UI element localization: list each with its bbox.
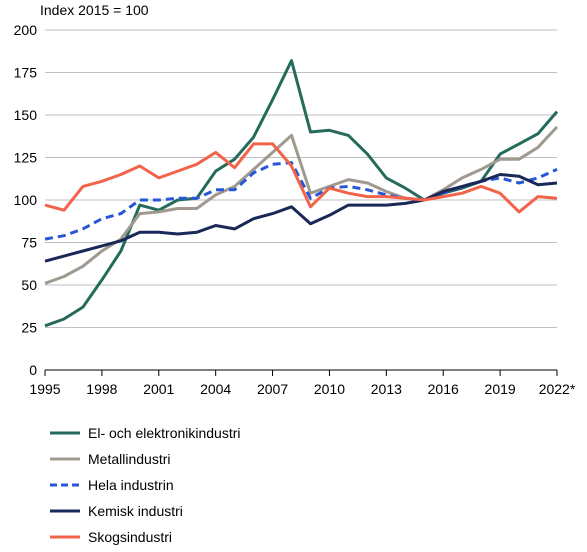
series-line-5 [44, 142, 558, 214]
legend-swatch [50, 509, 80, 513]
x-tick-label: 2007 [257, 381, 288, 397]
y-tick-label: 125 [14, 150, 38, 166]
x-tick-label: 2019 [485, 381, 516, 397]
legend-swatch [50, 431, 80, 435]
legend-item: El- och elektronikindustri [50, 420, 241, 446]
y-tick-label: 25 [21, 320, 37, 336]
gridlines [45, 29, 557, 328]
series-lines [44, 59, 559, 328]
legend-label: El- och elektronikindustri [88, 425, 241, 441]
y-tick-label: 100 [14, 192, 38, 208]
x-tick-label: 2013 [371, 381, 402, 397]
y-axis-title: Index 2015 = 100 [40, 2, 149, 18]
axes [44, 369, 558, 376]
legend-swatch [50, 483, 80, 487]
y-tick-label: 0 [29, 362, 37, 378]
x-tick-label: 2022* [539, 381, 576, 397]
y-tick-label: 175 [14, 65, 38, 81]
series-line-1 [44, 59, 559, 328]
y-tick-label: 200 [14, 22, 38, 38]
legend-swatch [50, 457, 80, 461]
x-tick-label: 2016 [428, 381, 459, 397]
legend-item: Hela industrin [50, 472, 241, 498]
legend-label: Hela industrin [88, 477, 174, 493]
y-tick-label: 150 [14, 107, 38, 123]
x-tick-label: 1998 [86, 381, 117, 397]
y-tick-labels: 0 25 50 75 100 125 150 175 200 [14, 22, 38, 378]
legend-label: Metallindustri [88, 451, 171, 467]
legend-item: Skogsindustri [50, 524, 241, 550]
legend-item: Kemisk industri [50, 498, 241, 524]
x-tick-label: 2004 [200, 381, 231, 397]
legend: El- och elektronikindustri Metallindustri… [50, 420, 241, 550]
x-tick-label: 2010 [314, 381, 345, 397]
x-tick-label: 1995 [29, 381, 60, 397]
legend-swatch [50, 535, 80, 539]
legend-item: Metallindustri [50, 446, 241, 472]
y-tick-label: 75 [21, 235, 37, 251]
line-chart: 0 25 50 75 100 125 150 175 200 1995 1998 2001 2004 2… [14, 22, 576, 397]
legend-label: Skogsindustri [88, 529, 173, 545]
legend-label: Kemisk industri [88, 503, 183, 519]
y-tick-label: 50 [21, 277, 37, 293]
series-line-4 [44, 173, 558, 263]
series-line-2 [44, 125, 559, 285]
x-tick-label: 2001 [143, 381, 174, 397]
x-tick-labels: 1995 1998 2001 2004 2007 2010 2013 2016 2019 2022… [29, 381, 575, 397]
